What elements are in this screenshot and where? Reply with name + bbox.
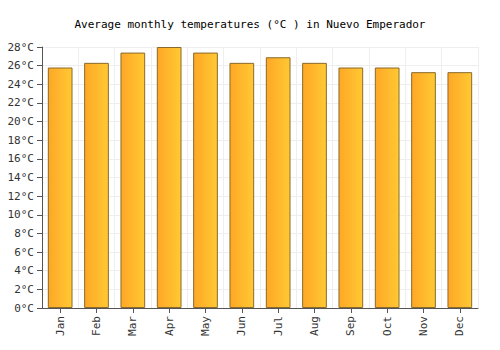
svg-text:18°C: 18°C xyxy=(8,134,35,147)
svg-text:Oct: Oct xyxy=(381,316,394,336)
svg-text:28°C: 28°C xyxy=(8,41,35,54)
svg-text:14°C: 14°C xyxy=(8,171,35,184)
svg-text:Jun: Jun xyxy=(235,316,248,336)
svg-text:2°C: 2°C xyxy=(14,283,34,296)
svg-text:24°C: 24°C xyxy=(8,78,35,91)
svg-text:8°C: 8°C xyxy=(14,227,34,240)
svg-text:Sep: Sep xyxy=(344,316,357,336)
svg-text:22°C: 22°C xyxy=(8,96,35,109)
svg-text:12°C: 12°C xyxy=(8,190,35,203)
svg-text:May: May xyxy=(199,316,212,336)
svg-text:Feb: Feb xyxy=(90,316,103,336)
svg-text:Nov: Nov xyxy=(417,316,430,336)
svg-text:Aug: Aug xyxy=(308,316,321,336)
svg-text:Apr: Apr xyxy=(163,316,176,336)
svg-text:Dec: Dec xyxy=(453,316,466,336)
svg-text:Mar: Mar xyxy=(126,316,139,336)
svg-text:10°C: 10°C xyxy=(8,208,35,221)
svg-text:26°C: 26°C xyxy=(8,59,35,72)
svg-text:6°C: 6°C xyxy=(14,246,34,259)
svg-text:16°C: 16°C xyxy=(8,152,35,165)
svg-text:Jan: Jan xyxy=(54,316,67,336)
svg-text:Average monthly temperatures (: Average monthly temperatures (°C ) in Nu… xyxy=(75,18,426,31)
svg-text:Jul: Jul xyxy=(272,316,285,336)
svg-text:4°C: 4°C xyxy=(14,264,34,277)
svg-text:0°C: 0°C xyxy=(14,302,34,315)
svg-text:20°C: 20°C xyxy=(8,115,35,128)
